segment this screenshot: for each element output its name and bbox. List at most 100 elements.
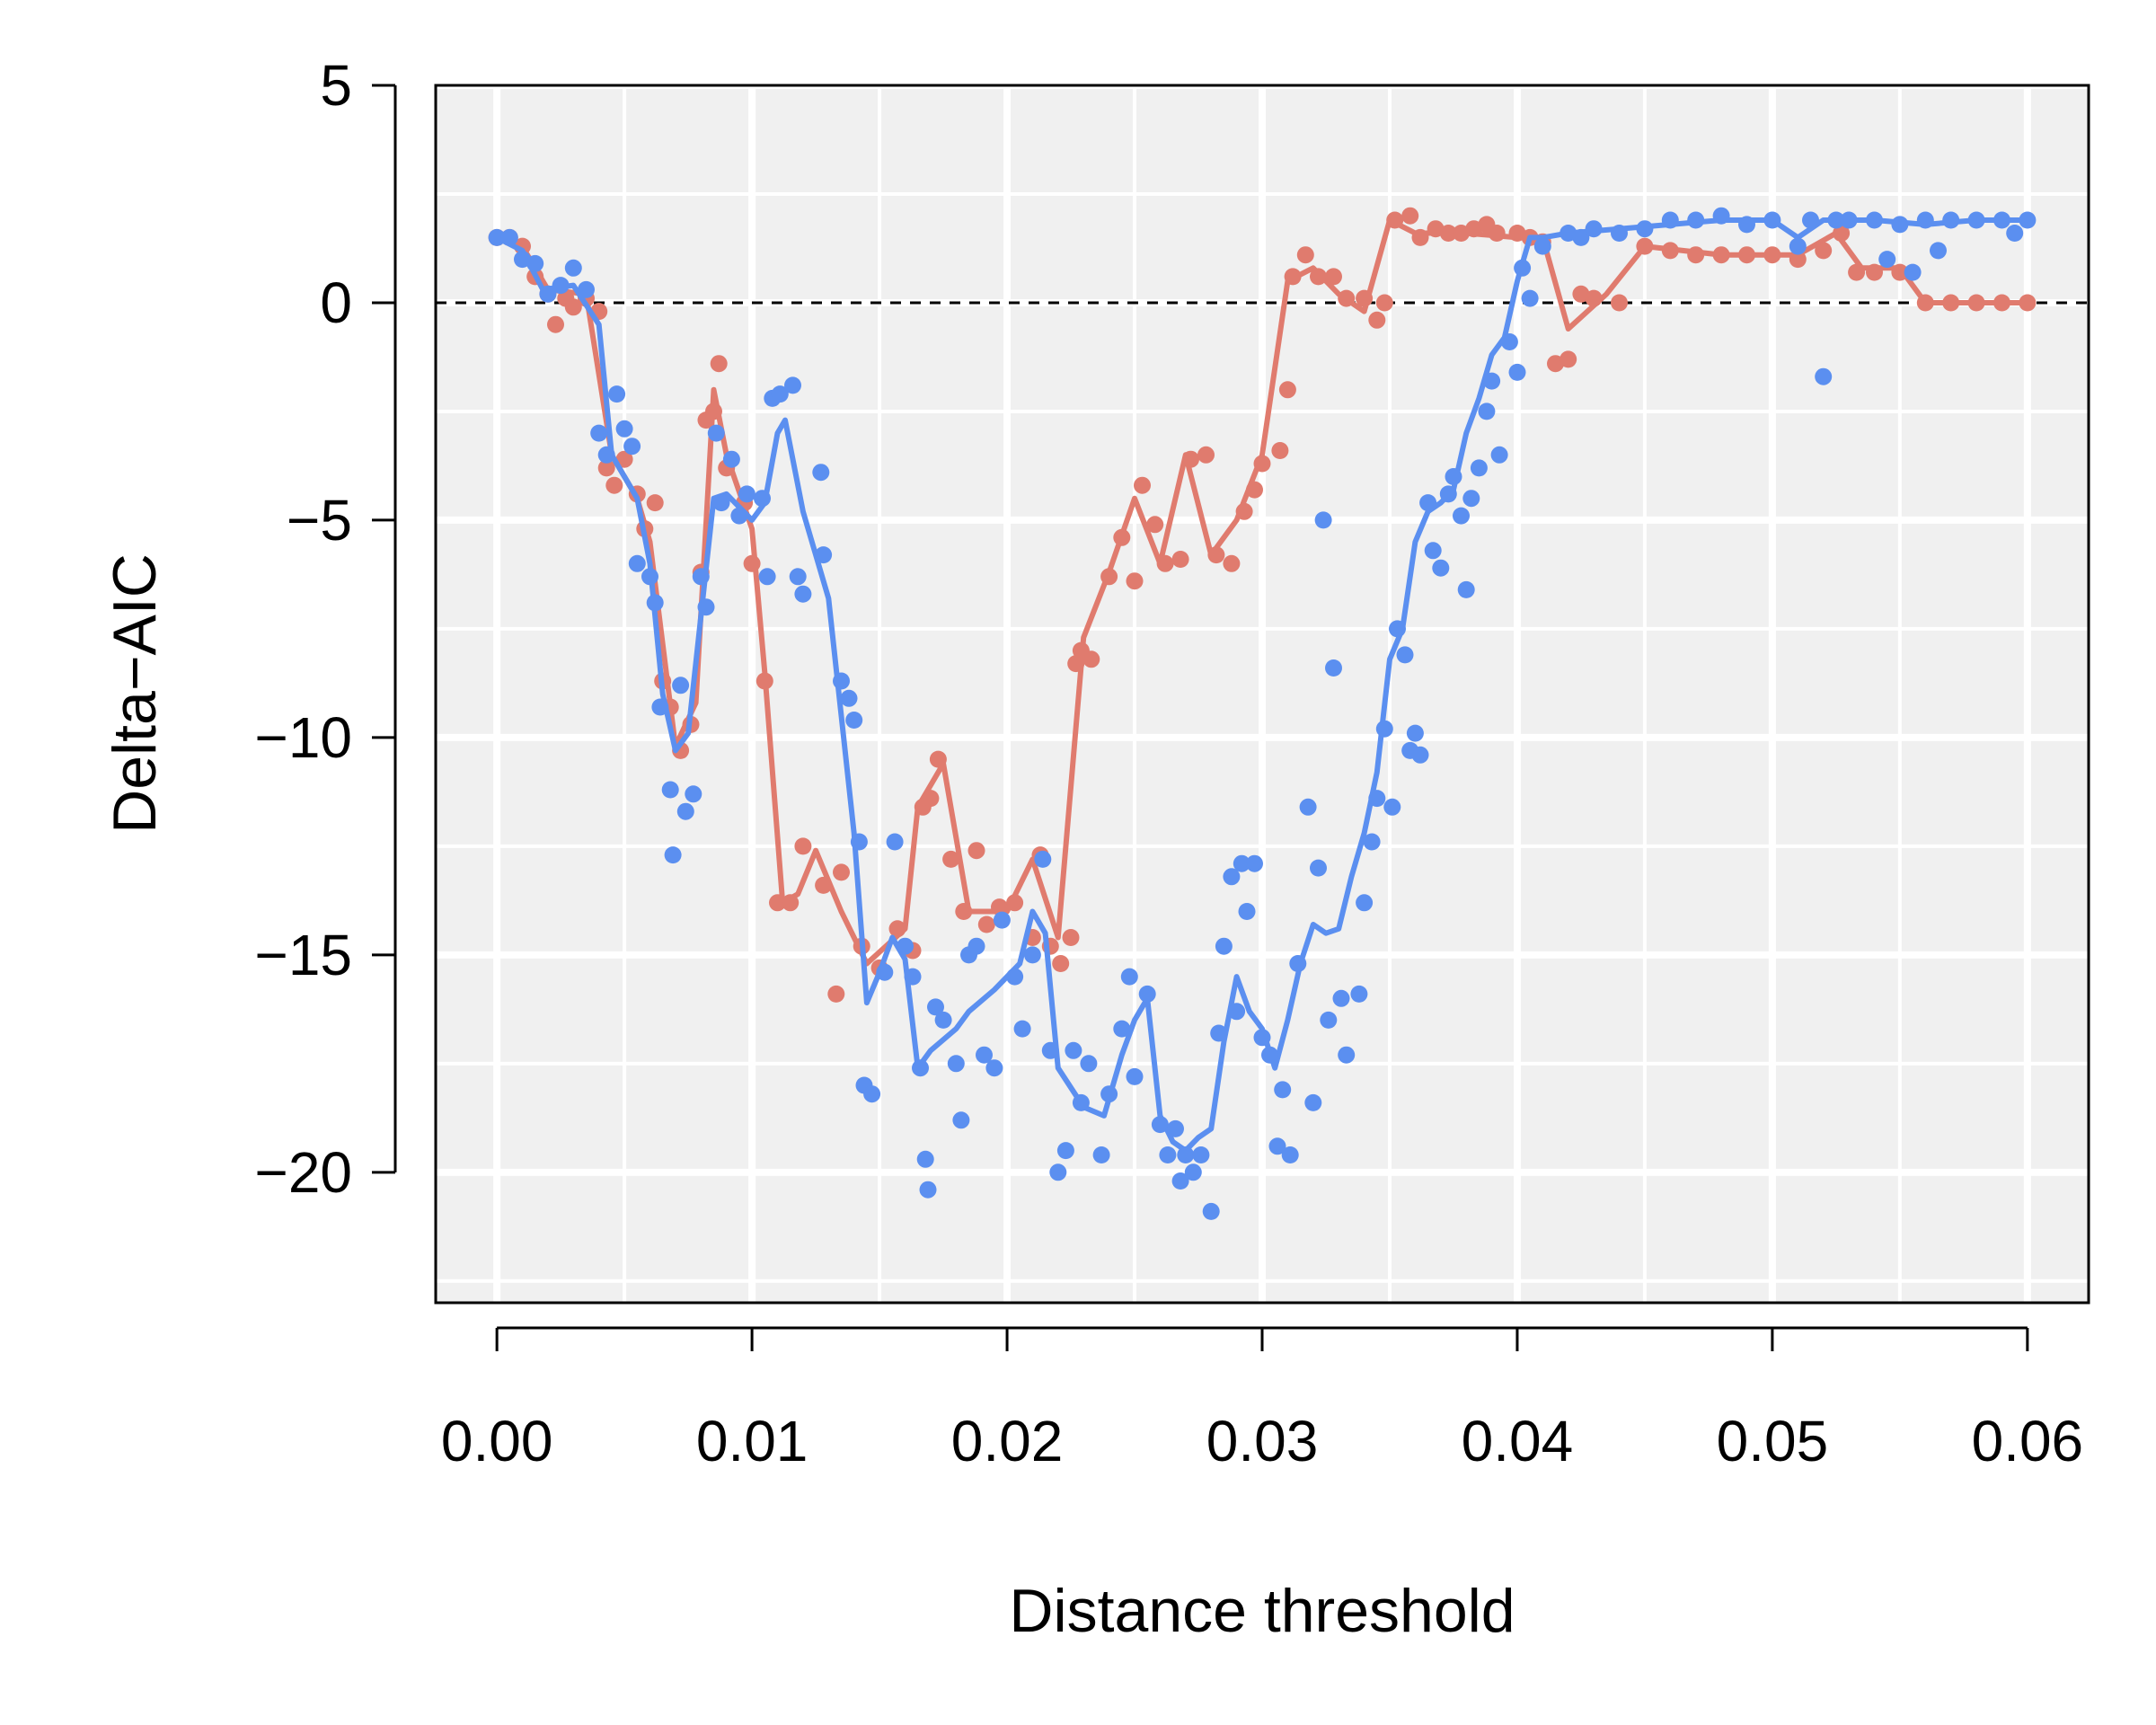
series-2-point <box>1192 1146 1210 1163</box>
series-1-point <box>1375 294 1393 312</box>
series-2-point <box>1113 1020 1131 1038</box>
x-tick-label: 0.04 <box>1462 1409 1574 1473</box>
series-2-point <box>1268 1137 1286 1155</box>
series-2-point <box>1508 363 1526 381</box>
series-2-point <box>1080 1055 1098 1073</box>
series-1-point <box>942 850 960 868</box>
series-2-point <box>850 833 868 851</box>
series-2-point <box>758 568 776 586</box>
series-2-point <box>1439 485 1457 503</box>
series-2-point <box>1904 263 1922 281</box>
series-2-point <box>1065 1041 1082 1059</box>
series-1-point <box>1815 242 1833 260</box>
series-2-point <box>1159 1146 1177 1163</box>
series-2-point <box>1763 211 1781 229</box>
series-2-point <box>1389 620 1406 638</box>
series-2-point <box>1363 833 1381 851</box>
series-2-point <box>1483 372 1501 390</box>
series-2-point <box>1034 850 1052 868</box>
series-1-point <box>1310 268 1327 286</box>
series-1-point <box>710 355 728 373</box>
series-2-point <box>968 937 985 955</box>
series-2-point <box>1419 494 1437 512</box>
series-2-point <box>526 254 544 272</box>
series-1-point <box>929 750 947 768</box>
axes: 0.00 0.01 0.02 0.03 0.04 0.05 0.06 5 0 −5 −10 −15 −2… <box>254 53 2083 1473</box>
series-2-point <box>1827 211 1845 229</box>
y-axis-title: Delta−AIC <box>101 553 169 834</box>
series-2-point <box>1350 985 1368 1003</box>
series-2-point <box>1274 1081 1292 1099</box>
series-2-point <box>1942 211 1960 229</box>
series-2-point <box>1572 228 1590 246</box>
series-1-point <box>1866 263 1883 281</box>
series-2-point <box>1500 333 1518 350</box>
series-1-point <box>769 894 786 912</box>
series-1-point <box>1636 237 1654 255</box>
x-tick-label: 0.05 <box>1717 1409 1829 1473</box>
series-1-point <box>615 450 633 468</box>
series-2-point <box>1314 511 1332 529</box>
series-1-point <box>1848 263 1866 281</box>
series-2-point <box>1167 1119 1184 1137</box>
series-1-point <box>1411 228 1429 246</box>
y-tick-label: −20 <box>254 1140 352 1205</box>
series-2-point <box>564 259 582 277</box>
series-2-point <box>552 277 570 295</box>
series-1-point <box>991 898 1008 916</box>
series-2-point <box>904 968 922 986</box>
series-1-point <box>1386 211 1404 229</box>
series-1 <box>488 207 2037 1003</box>
series-1-point <box>1967 294 1985 312</box>
series-2-point <box>651 698 669 716</box>
series-2-point <box>628 554 646 572</box>
series-2-point <box>1120 968 1138 986</box>
series-2-point <box>976 1046 993 1064</box>
series-1-line <box>494 217 2030 967</box>
y-tick-label: −10 <box>254 705 352 770</box>
series-1-point <box>1134 476 1151 494</box>
series-2-point <box>1289 955 1307 972</box>
series-1-point <box>1067 655 1085 673</box>
series-2-point <box>840 689 858 707</box>
series-2-point <box>1006 968 1024 986</box>
series-2-point <box>738 485 755 503</box>
series-2-point <box>1457 580 1475 598</box>
series-2-point <box>1878 251 1896 269</box>
series-2 <box>488 207 2037 1220</box>
series-2-point <box>1184 1163 1202 1181</box>
series-2-point <box>1041 1041 1059 1059</box>
series-1-point <box>1207 546 1225 564</box>
series-2-point <box>1533 237 1551 255</box>
series-2-point <box>952 1111 970 1129</box>
series-2-point <box>697 598 715 616</box>
series-2-point <box>1338 1046 1356 1064</box>
series-1-point <box>1789 251 1807 269</box>
series-1-point <box>564 298 582 316</box>
series-2-point <box>1310 859 1327 877</box>
series-1-point <box>1661 242 1679 260</box>
series-1-point <box>833 863 850 881</box>
series-2-point <box>623 438 641 456</box>
series-2-point <box>1246 854 1263 872</box>
series-1-point <box>2019 294 2037 312</box>
series-1-point <box>1401 207 1419 225</box>
series-2-point <box>1151 1116 1169 1134</box>
series-2-point <box>1424 542 1442 560</box>
x-tick-label: 0.03 <box>1206 1409 1319 1473</box>
series-1-point <box>1100 568 1118 586</box>
series-1-point <box>1488 225 1506 242</box>
series-2-point <box>1332 989 1350 1007</box>
series-2-point <box>993 911 1011 929</box>
series-1-point <box>1916 294 1934 312</box>
series-2-point <box>1261 1046 1278 1064</box>
series-2-point <box>1202 1202 1220 1220</box>
series-2-point <box>1432 559 1450 577</box>
series-2-point <box>1840 211 1858 229</box>
series-1-point <box>1687 246 1705 264</box>
series-1-point <box>977 916 995 933</box>
series-2-point <box>1356 894 1374 912</box>
series-1-point <box>1585 289 1603 307</box>
series-1-point <box>1235 502 1253 520</box>
